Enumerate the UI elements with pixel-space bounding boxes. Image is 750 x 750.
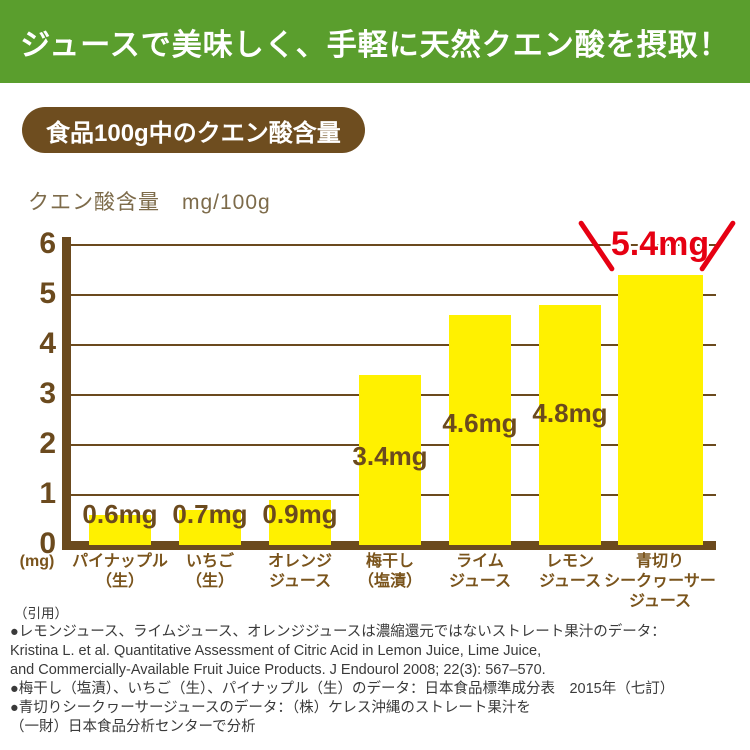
bar: [269, 500, 331, 545]
y-tick-label: 4: [39, 327, 56, 360]
footnote-line: Kristina L. et al. Quantitative Assessme…: [10, 643, 542, 659]
banner: ジュースで美味しく、手軽に天然クエン酸を摂取！: [0, 0, 750, 83]
bar-value-label: 0.7mg: [172, 499, 248, 529]
bar-value-label: 0.9mg: [262, 499, 338, 529]
bar: [539, 305, 601, 545]
bar: [449, 315, 511, 545]
footnote-line: ●青切りシークヮーサージュースのデータ：（株）ケレス沖縄のストレート果汁を: [10, 700, 531, 716]
bar-value-label: 3.4mg: [352, 441, 428, 471]
bar-highlighted: [617, 275, 703, 545]
y-gridline: [70, 344, 716, 346]
bar: [359, 375, 421, 545]
y-gridline: [70, 244, 716, 246]
bar-value-label: 4.6mg: [442, 408, 518, 438]
x-category-label: オレンジ ジュース: [267, 553, 332, 590]
emphasis-right-slash: [698, 219, 737, 273]
y-tick-label: 2: [39, 427, 56, 460]
footnote-line: ●レモンジュース、ライムジュース、オレンジジュースは濃縮還元ではないストレート果…: [10, 624, 666, 640]
y-gridline: [70, 394, 716, 396]
footnote-line: and Commercially-Available Fruit Juice P…: [10, 662, 546, 678]
x-axis: [62, 541, 716, 550]
section-badge-label: 食品100g中のクエン酸含量: [46, 119, 341, 147]
x-category-label: パイナップル （生）: [72, 553, 168, 590]
footnote-line: ●梅干し（塩漬）、いちご（生）、パイナップル（生）のデータ：日本食品標準成分表 …: [10, 681, 675, 697]
footnote-line: （一財）日本食品分析センターで分析: [10, 719, 256, 735]
footnotes: （引用） ●レモンジュース、ライムジュース、オレンジジュースは濃縮還元ではないス…: [10, 604, 746, 737]
y-tick-label: 3: [39, 377, 56, 410]
x-category-label: 青切り シークヮーサー ジュース: [604, 553, 716, 610]
chart-axis-title: クエン酸含量 mg/100g: [28, 191, 271, 214]
bar: [89, 515, 151, 545]
bar-value-label: 0.6mg: [82, 499, 158, 529]
y-tick-label: 1: [39, 477, 56, 510]
y-gridline: [70, 294, 716, 296]
citation-label: （引用）: [14, 606, 68, 621]
x-category-label: いちご （生）: [185, 553, 234, 590]
y-gridline: [70, 494, 716, 496]
bar-value-label: 4.8mg: [532, 398, 608, 428]
banner-title: ジュースで美味しく、手軽に天然クエン酸を摂取！: [20, 28, 730, 62]
emphasis-left-slash: [577, 219, 616, 273]
bar-value-label-highlight: 5.4mg: [610, 225, 710, 263]
bar: [179, 510, 241, 545]
y-axis: [62, 237, 71, 549]
y-gridline: [70, 444, 716, 446]
y-tick-label: 5: [39, 277, 56, 310]
x-category-label: ライム ジュース: [448, 553, 512, 590]
x-category-label: レモン ジュース: [538, 553, 602, 590]
y-tick-label: 6: [39, 227, 56, 260]
y-tick-label: 0: [39, 527, 56, 560]
section-badge: 食品100g中のクエン酸含量: [22, 107, 365, 153]
y-axis-unit-label: (mg): [19, 553, 55, 570]
x-category-label: 梅干し （塩漬）: [357, 553, 422, 590]
